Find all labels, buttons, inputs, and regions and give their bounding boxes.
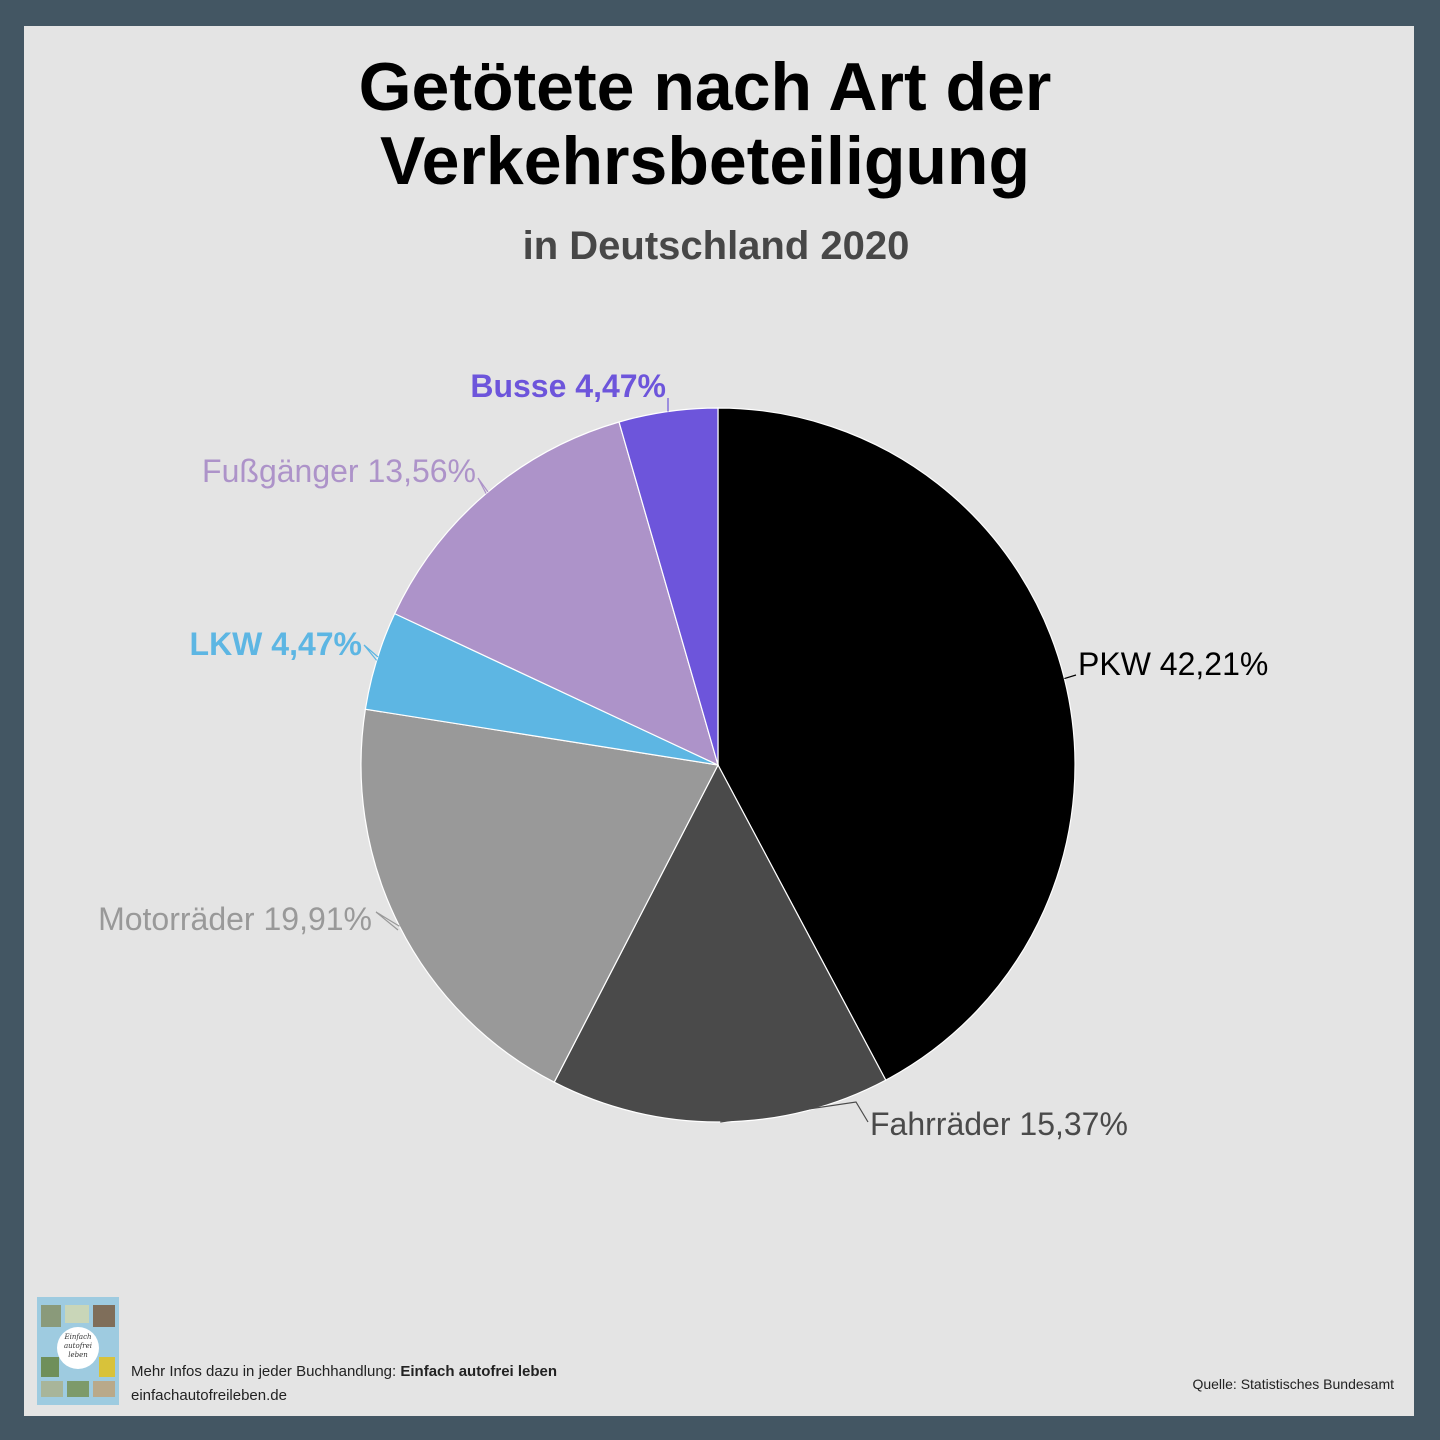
footer-website-link[interactable]: einfachautofreileben.de [131, 1387, 287, 1404]
slice-label-lkw: LKW 4,47% [190, 626, 362, 662]
chart-title-line-2: Verkehrsbeteiligung [380, 123, 1030, 199]
book-cover-image: Einfach autofrei leben [37, 1297, 119, 1405]
leader-line-0 [1064, 674, 1077, 680]
chart-subtitle: in Deutschland 2020 [522, 224, 910, 268]
footer-info-prefix: Mehr Infos dazu in jeder Buchhandlung: [131, 1363, 397, 1380]
footer-book-title: Einfach autofrei leben [400, 1363, 558, 1380]
chart-title: Getötete nach Art der Verkehrsbeteiligun… [0, 50, 1410, 198]
leader-line-3 [363, 644, 379, 661]
slice-label-busse: Busse 4,47% [470, 368, 666, 404]
book-cover-title: Einfach autofrei leben [57, 1327, 99, 1369]
pie-slice-motorr-der [360, 708, 719, 1084]
slice-label-fahrr-der: Fahrräder 15,37% [870, 1106, 1128, 1142]
footer-info: Mehr Infos dazu in jeder Buchhandlung: E… [131, 1360, 557, 1408]
chart-title-line-1: Getötete nach Art der [358, 49, 1052, 125]
leader-line-4 [477, 477, 489, 494]
leader-line-1 [720, 1101, 869, 1123]
pie-slice-pkw [717, 407, 1076, 1081]
source-note: Quelle: Statistisches Bundesamt [1192, 1376, 1394, 1392]
pie-slice-busse [618, 407, 719, 766]
pie-slice-fahrr-der [553, 763, 887, 1123]
leader-line-2 [375, 911, 400, 931]
slice-label-fu-g-nger: Fußgänger 13,56% [202, 453, 476, 489]
pie-slice-fu-g-nger [393, 421, 719, 767]
slice-label-motorr-der: Motorräder 19,91% [98, 901, 372, 937]
slice-label-pkw: PKW 42,21% [1078, 646, 1268, 682]
